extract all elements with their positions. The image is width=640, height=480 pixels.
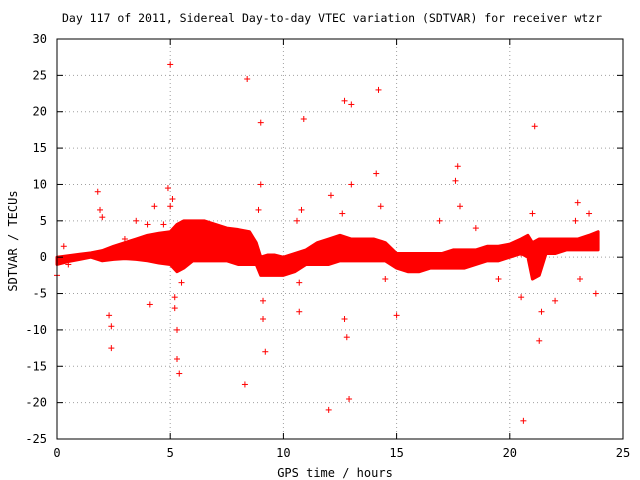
data-point <box>518 250 525 257</box>
data-point <box>241 381 248 388</box>
y-tick-label: 25 <box>33 68 47 82</box>
data-point <box>108 323 115 330</box>
data-point <box>529 210 536 217</box>
y-tick-label: 20 <box>33 105 47 119</box>
data-point <box>495 276 502 282</box>
data-point <box>257 119 264 126</box>
y-tick-labels: -25 -20 -15 -10 -5 0 5 10 15 20 25 30 <box>25 32 47 446</box>
y-tick-label: 5 <box>40 214 47 228</box>
y-tick-label: -15 <box>25 359 47 373</box>
data-point <box>293 217 300 224</box>
data-point <box>106 312 113 319</box>
data-point <box>167 61 174 68</box>
data-point <box>572 217 579 224</box>
data-point <box>436 217 443 224</box>
data-point <box>382 276 389 282</box>
data-point <box>260 297 267 304</box>
y-tick-label: -5 <box>33 287 47 301</box>
data-point <box>576 276 583 282</box>
data-point <box>296 308 303 315</box>
data-point <box>176 370 183 377</box>
chart-title: Day 117 of 2011, Sidereal Day-to-day VTE… <box>62 11 602 25</box>
data-point <box>518 294 525 301</box>
data-point <box>325 406 332 413</box>
data-point <box>94 188 101 195</box>
data-point <box>536 337 543 344</box>
data-point <box>574 199 581 206</box>
x-tick-label: 0 <box>53 446 60 460</box>
data-point <box>531 123 538 130</box>
data-point <box>586 210 593 217</box>
data-point <box>244 76 251 82</box>
y-tick-label: 10 <box>33 177 47 191</box>
data-point <box>255 206 262 213</box>
data-point <box>60 243 67 250</box>
y-tick-label: 30 <box>33 32 47 46</box>
data-point <box>146 301 153 308</box>
data-point <box>257 181 264 188</box>
data-point <box>552 297 559 304</box>
x-axis-label: GPS time / hours <box>277 466 393 480</box>
data-point <box>97 206 104 213</box>
data-point <box>520 417 527 424</box>
plot-frame <box>56 38 624 440</box>
axis-ticks <box>56 38 624 440</box>
data-point <box>173 356 180 362</box>
x-tick-label: 10 <box>276 446 290 460</box>
y-tick-label: -25 <box>25 432 47 446</box>
data-point <box>169 196 176 202</box>
data-point <box>393 312 400 319</box>
data-point <box>377 203 384 210</box>
y-tick-label: -10 <box>25 323 47 337</box>
data-point <box>375 86 382 93</box>
data-point <box>348 181 355 188</box>
y-tick-label: 15 <box>33 141 47 155</box>
data-point <box>339 210 346 217</box>
x-tick-label: 20 <box>503 446 517 460</box>
data-point <box>65 261 72 268</box>
y-tick-label: 0 <box>40 250 47 264</box>
data-point <box>452 177 459 184</box>
band-area <box>55 219 600 281</box>
data-point <box>373 170 380 177</box>
data-point <box>121 236 128 242</box>
data-point <box>133 217 140 224</box>
data-point <box>343 334 350 341</box>
data-point <box>296 279 303 286</box>
data-point <box>173 326 180 333</box>
data-point <box>178 279 185 286</box>
x-tick-label: 15 <box>389 446 403 460</box>
data-point <box>151 203 158 210</box>
data-point <box>472 225 479 232</box>
x-tick-label: 5 <box>167 446 174 460</box>
data-point <box>538 308 545 315</box>
data-points <box>54 61 599 424</box>
x-tick-label: 25 <box>616 446 630 460</box>
data-band <box>55 219 600 281</box>
data-point <box>164 185 171 192</box>
data-point <box>348 101 355 108</box>
data-point <box>298 206 305 213</box>
data-point <box>456 203 463 210</box>
data-point <box>167 203 174 210</box>
data-point <box>300 116 307 122</box>
y-axis-label: SDTVAR / TECUs <box>6 190 20 291</box>
data-point <box>346 396 353 402</box>
data-point <box>144 221 151 228</box>
data-point <box>341 97 348 104</box>
y-tick-label: -20 <box>25 396 47 410</box>
data-point <box>160 221 167 228</box>
data-point <box>592 290 599 297</box>
data-point <box>454 163 461 170</box>
data-point <box>171 305 178 312</box>
data-point <box>260 316 267 322</box>
data-point <box>327 192 334 199</box>
x-tick-labels: 0 5 10 15 20 25 <box>53 446 630 460</box>
data-point <box>262 348 269 355</box>
data-point <box>108 345 115 352</box>
data-point <box>341 316 348 322</box>
data-point <box>99 214 106 221</box>
data-point <box>171 294 178 301</box>
